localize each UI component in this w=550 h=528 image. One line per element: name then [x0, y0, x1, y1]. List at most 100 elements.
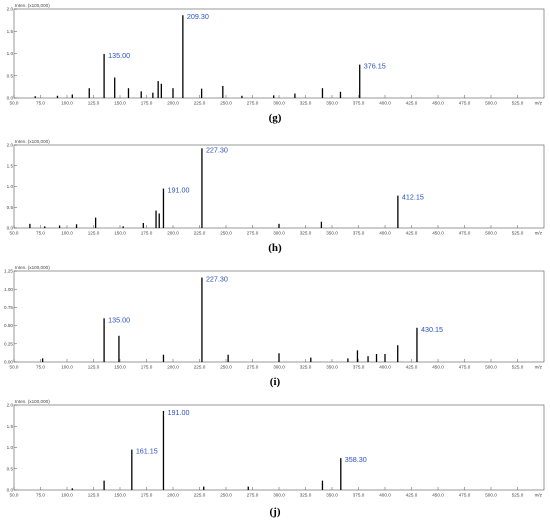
spectrum-panel: Inten. (x100,000) 0.0 0.5 1.0 1.5 2.0 50.0 75.0…	[7, 3, 545, 106]
x-tick-label: 50.0	[10, 365, 19, 370]
y-tick-label: 0.5	[7, 466, 14, 471]
peak-label: 135.00	[108, 51, 130, 60]
peak-label: 376.15	[364, 62, 386, 71]
peak-label: 412.15	[402, 193, 424, 202]
y-tick-label: 0.25	[4, 341, 13, 346]
panel-caption: (i)	[269, 376, 281, 388]
y-tick-label: 0.0	[7, 96, 14, 101]
x-tick-label: 250.0	[220, 365, 232, 370]
x-tick-label: 200.0	[167, 365, 179, 370]
y-axis-label: Inten. (x100,000)	[15, 139, 50, 144]
plot-frame	[13, 270, 545, 363]
spectrum-panel: Inten. (x100,000) 0.0 0.5 1.0 1.5 2.0 50.0 75.0…	[7, 399, 545, 498]
x-tick-label: 175.0	[141, 231, 153, 236]
peak-label: 430.15	[421, 325, 443, 334]
panel-caption: (g)	[268, 112, 282, 124]
x-tick-label: 50.0	[10, 493, 19, 498]
x-tick-label: 275.0	[247, 231, 259, 236]
y-tick-label: 1.0	[7, 184, 14, 189]
x-tick-label: 150.0	[114, 493, 126, 498]
x-tick-label: 375.0	[353, 365, 365, 370]
x-tick-label: 400.0	[379, 231, 391, 236]
peak-label: 191.00	[167, 408, 189, 417]
x-axis-label: m/z	[535, 365, 543, 370]
x-tick-label: 225.0	[194, 365, 206, 370]
peak-label: 227.30	[206, 275, 228, 284]
x-tick-label: 475.0	[459, 365, 471, 370]
x-tick-label: 475.0	[459, 231, 471, 236]
peak-label: 135.00	[108, 315, 130, 324]
y-axis-label: Inten. (x100,000)	[15, 399, 50, 404]
x-tick-label: 425.0	[406, 365, 418, 370]
x-tick-label: 300.0	[273, 493, 285, 498]
x-tick-label: 150.0	[114, 101, 126, 106]
panel-caption: (j)	[269, 506, 281, 518]
x-axis-label: m/z	[535, 493, 543, 498]
x-axis-label: m/z	[535, 101, 543, 106]
x-tick-label: 425.0	[406, 493, 418, 498]
spectrum-panel: Inten. (x100,000) 0.0 0.5 1.0 1.5 2.0 50.0 75.0…	[7, 139, 545, 236]
y-tick-label: 1.25	[4, 269, 13, 274]
y-tick-label: 0.75	[4, 305, 13, 310]
x-tick-label: 375.0	[353, 231, 365, 236]
x-tick-label: 225.0	[194, 493, 206, 498]
x-tick-label: 300.0	[273, 101, 285, 106]
y-tick-label: 1.0	[7, 445, 14, 450]
x-tick-label: 525.0	[512, 493, 524, 498]
y-tick-label: 0.0	[7, 226, 14, 231]
x-tick-label: 275.0	[247, 493, 259, 498]
y-tick-label: 2.0	[7, 403, 14, 408]
x-tick-label: 150.0	[114, 231, 126, 236]
x-tick-label: 450.0	[432, 365, 444, 370]
x-tick-label: 175.0	[141, 493, 153, 498]
peak-label: 161.15	[136, 447, 158, 456]
x-tick-label: 475.0	[459, 493, 471, 498]
y-tick-label: 2.0	[7, 7, 14, 12]
y-tick-label: 1.0	[7, 51, 14, 56]
x-tick-label: 325.0	[300, 493, 312, 498]
x-tick-label: 450.0	[432, 101, 444, 106]
x-tick-label: 525.0	[512, 231, 524, 236]
x-tick-label: 100.0	[61, 231, 73, 236]
x-tick-label: 300.0	[273, 365, 285, 370]
x-tick-label: 525.0	[512, 365, 524, 370]
x-tick-label: 475.0	[459, 101, 471, 106]
x-tick-label: 500.0	[485, 365, 497, 370]
x-tick-label: 450.0	[432, 493, 444, 498]
x-tick-label: 350.0	[326, 101, 338, 106]
x-tick-label: 250.0	[220, 493, 232, 498]
x-tick-label: 275.0	[247, 365, 259, 370]
x-tick-label: 225.0	[194, 231, 206, 236]
x-tick-label: 50.0	[10, 101, 19, 106]
y-tick-label: 0.00	[4, 360, 13, 365]
plot-frame	[13, 8, 545, 99]
x-tick-label: 75.0	[36, 101, 45, 106]
x-tick-label: 425.0	[406, 231, 418, 236]
x-tick-label: 200.0	[167, 231, 179, 236]
x-axis-label: m/z	[535, 231, 543, 236]
plot-frame	[13, 404, 545, 491]
y-tick-label: 0.5	[7, 205, 14, 210]
x-tick-label: 375.0	[353, 493, 365, 498]
x-tick-label: 325.0	[300, 365, 312, 370]
x-tick-label: 300.0	[273, 231, 285, 236]
plot-frame	[13, 144, 545, 229]
x-tick-label: 175.0	[141, 101, 153, 106]
x-tick-label: 500.0	[485, 493, 497, 498]
peak-label: 191.00	[167, 186, 189, 195]
y-tick-label: 1.5	[7, 163, 14, 168]
x-tick-label: 125.0	[88, 365, 100, 370]
x-tick-label: 75.0	[36, 231, 45, 236]
x-tick-label: 125.0	[88, 101, 100, 106]
x-tick-label: 150.0	[114, 365, 126, 370]
x-tick-label: 200.0	[167, 493, 179, 498]
y-tick-label: 1.5	[7, 29, 14, 34]
y-axis-label: Inten. (x100,000)	[15, 265, 50, 270]
x-tick-label: 400.0	[379, 101, 391, 106]
x-tick-label: 425.0	[406, 101, 418, 106]
x-tick-label: 50.0	[10, 231, 19, 236]
x-tick-label: 100.0	[61, 365, 73, 370]
x-tick-label: 325.0	[300, 101, 312, 106]
spectrum-panel: Inten. (x100,000) 0.00 0.25 0.50 0.75 1.00 1.2…	[4, 265, 545, 370]
